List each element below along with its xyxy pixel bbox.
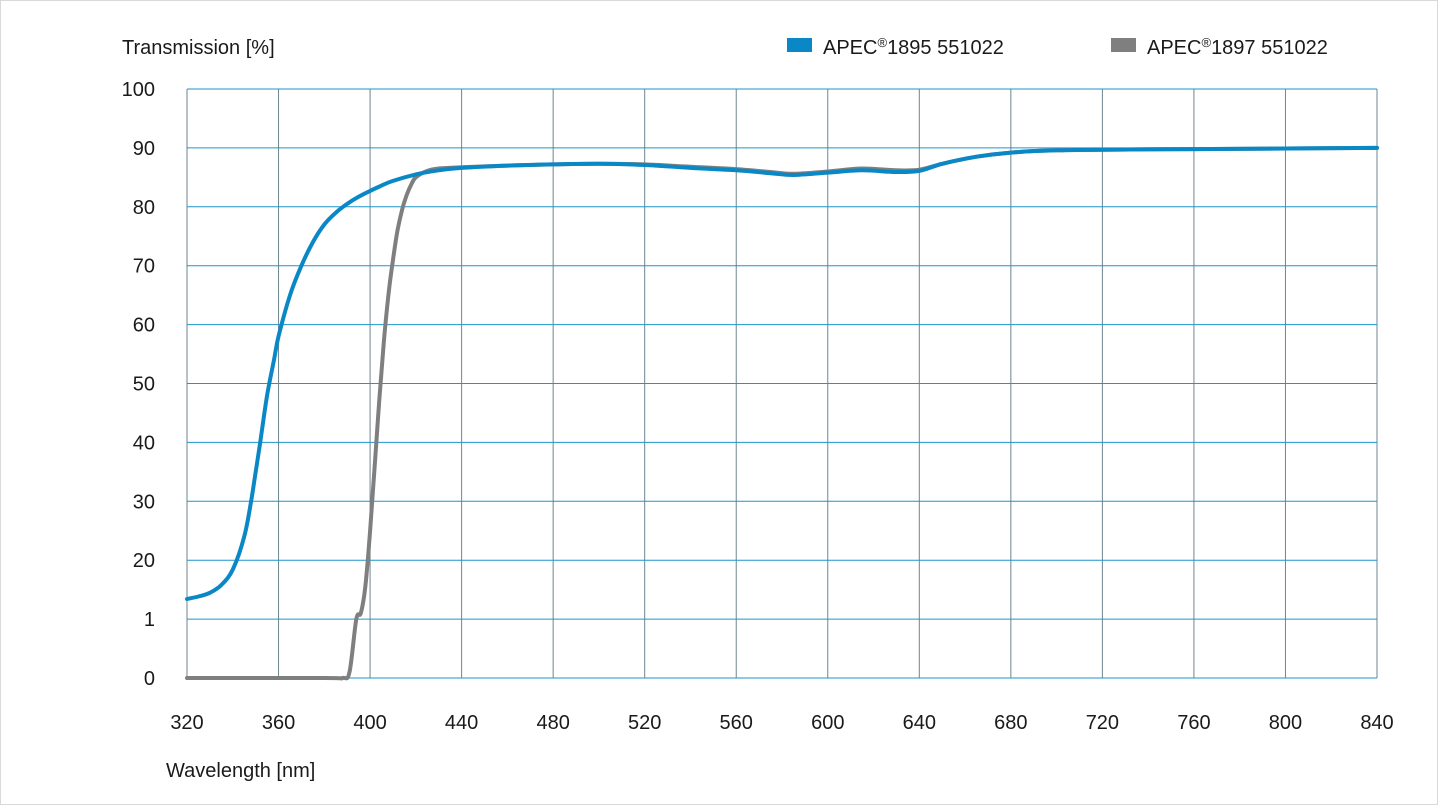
x-tick-label: 320 [170,712,203,734]
y-tick-label: 40 [133,432,155,454]
grid [186,88,1378,679]
y-tick-label: 20 [133,550,155,572]
x-tick-label: 480 [536,712,569,734]
legend-swatch-2 [1111,38,1136,52]
x-tick-label: 440 [445,712,478,734]
legend-swatch-1 [787,38,812,52]
x-tick-label: 520 [628,712,661,734]
x-tick-label: 800 [1269,712,1302,734]
y-tick-label: 0 [144,668,155,690]
x-tick-label: 840 [1360,712,1393,734]
y-tick-label: 90 [133,138,155,160]
x-axis-label: Wavelength [nm] [166,760,315,782]
y-tick-label: 50 [133,374,155,396]
y-axis-label: Transmission [%] [122,37,275,59]
series-lines [185,145,1379,681]
y-tick-label: 80 [133,197,155,219]
y-tick-label: 100 [122,79,155,101]
x-tick-label: 600 [811,712,844,734]
x-tick-label: 400 [353,712,386,734]
x-tick-label: 680 [994,712,1027,734]
y-tick-label: 60 [133,315,155,337]
y-tick-label: 1 [144,609,155,631]
y-tick-labels: 0 1 20 30 40 50 60 70 80 90 100 [122,79,155,690]
legend-label-2: APEC®1897 551022 [1147,35,1328,59]
legend-label-1: APEC®1895 551022 [823,35,1004,59]
y-tick-label: 30 [133,491,155,513]
legend-item-1: APEC®1895 551022 [787,35,1004,59]
y-tick-label: 70 [133,256,155,278]
x-tick-label: 360 [262,712,295,734]
x-tick-label: 560 [720,712,753,734]
legend-item-2: APEC®1897 551022 [1111,35,1328,59]
series-line-1 [185,145,1379,601]
x-tick-label: 720 [1086,712,1119,734]
x-tick-labels: 320 360 400 440 480 520 560 600 640 680 720 760 800 8… [170,712,1393,734]
x-tick-label: 760 [1177,712,1210,734]
series-line-2 [185,145,1379,681]
x-tick-label: 640 [903,712,936,734]
